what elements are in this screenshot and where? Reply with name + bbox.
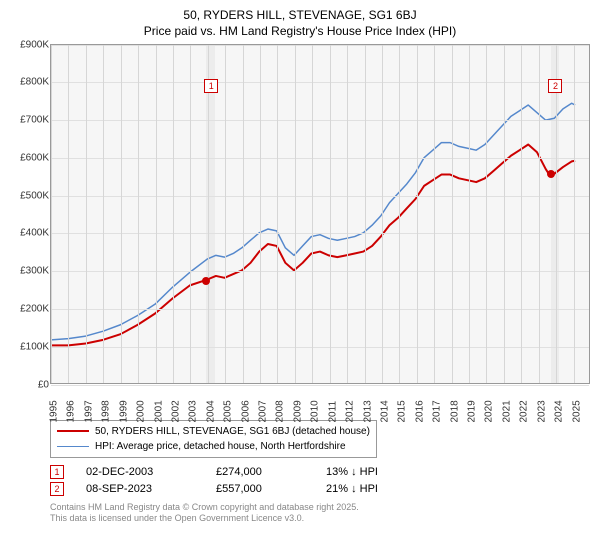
x-axis-label: 2011 bbox=[327, 401, 338, 423]
x-axis-label: 2017 bbox=[432, 400, 443, 422]
y-axis-label: £700K bbox=[11, 115, 49, 126]
x-axis-label: 2006 bbox=[240, 400, 251, 422]
legend-row-price-paid: 50, RYDERS HILL, STEVENAGE, SG1 6BJ (det… bbox=[57, 424, 370, 439]
x-axis-label: 2013 bbox=[362, 400, 373, 422]
x-axis-label: 2015 bbox=[397, 400, 408, 422]
y-axis-label: £400K bbox=[11, 228, 49, 239]
sales-table: 1 02-DEC-2003£274,00013% ↓ HPI 2 08-SEP-202… bbox=[50, 465, 590, 496]
x-axis-label: 2007 bbox=[258, 400, 269, 422]
footer-line-2: This data is licensed under the Open Gov… bbox=[50, 513, 590, 525]
y-axis-label: £500K bbox=[11, 190, 49, 201]
chart-area: £0 £100K £200K £300K £400K £500K £600K £700K £80… bbox=[10, 44, 590, 414]
sale-row-marker: 1 bbox=[50, 465, 64, 479]
sale-marker-2: 2 bbox=[548, 79, 562, 93]
sale-row: 2 08-SEP-2023£557,00021% ↓ HPI bbox=[50, 482, 590, 496]
x-axis-label: 1997 bbox=[83, 400, 94, 422]
x-axis-label: 1998 bbox=[101, 400, 112, 422]
x-axis-label: 2014 bbox=[379, 400, 390, 422]
y-axis-label: £600K bbox=[11, 152, 49, 163]
x-axis-label: 2020 bbox=[484, 400, 495, 422]
legend-label-price-paid: 50, RYDERS HILL, STEVENAGE, SG1 6BJ (det… bbox=[95, 424, 370, 439]
sale-row-date: 08-SEP-2023 bbox=[86, 483, 216, 495]
x-axis-label: 2008 bbox=[275, 400, 286, 422]
sale-dot-2 bbox=[547, 170, 555, 178]
chart-container: 50, RYDERS HILL, STEVENAGE, SG1 6BJ Pric… bbox=[0, 0, 600, 560]
y-axis-label: £300K bbox=[11, 266, 49, 277]
sale-dot-1 bbox=[202, 277, 210, 285]
x-axis-label: 2005 bbox=[223, 400, 234, 422]
x-axis-label: 2025 bbox=[571, 400, 582, 422]
y-axis-label: £900K bbox=[11, 39, 49, 50]
y-axis-label: £200K bbox=[11, 304, 49, 315]
x-axis-label: 2022 bbox=[519, 400, 530, 422]
y-axis-label: £800K bbox=[11, 77, 49, 88]
sale-row-price: £274,000 bbox=[216, 466, 326, 478]
chart-subtitle: Price paid vs. HM Land Registry's House … bbox=[10, 24, 590, 38]
x-axis-label: 2009 bbox=[292, 400, 303, 422]
x-axis-label: 2002 bbox=[170, 400, 181, 422]
legend-label-hpi: HPI: Average price, detached house, Nort… bbox=[95, 439, 346, 454]
legend-row-hpi: HPI: Average price, detached house, Nort… bbox=[57, 439, 370, 454]
x-axis-label: 1996 bbox=[66, 400, 77, 422]
sale-row-price: £557,000 bbox=[216, 483, 326, 495]
y-axis-label: £0 bbox=[11, 379, 49, 390]
footer-attribution: Contains HM Land Registry data © Crown c… bbox=[50, 502, 590, 525]
plot-area: £0£100K£200K£300K£400K£500K£600K£700K£80… bbox=[50, 44, 590, 384]
title-main-text: 50, RYDERS HILL, STEVENAGE, SG1 6BJ bbox=[183, 8, 416, 22]
x-axis-label: 2024 bbox=[554, 400, 565, 422]
chart-title: 50, RYDERS HILL, STEVENAGE, SG1 6BJ bbox=[10, 8, 590, 24]
x-axis-label: 2016 bbox=[414, 400, 425, 422]
sale-row-pct: 13% ↓ HPI bbox=[326, 466, 446, 478]
legend-box: 50, RYDERS HILL, STEVENAGE, SG1 6BJ (det… bbox=[50, 420, 377, 458]
x-axis-label: 2018 bbox=[449, 400, 460, 422]
footer-line-1: Contains HM Land Registry data © Crown c… bbox=[50, 502, 590, 514]
x-axis-label: 1999 bbox=[118, 400, 129, 422]
x-axis-label: 2010 bbox=[310, 400, 321, 422]
x-axis-label: 2019 bbox=[467, 400, 478, 422]
y-axis-label: £100K bbox=[11, 341, 49, 352]
x-axis-label: 2004 bbox=[205, 400, 216, 422]
legend-swatch-price-paid bbox=[57, 430, 89, 432]
x-axis-label: 2023 bbox=[536, 400, 547, 422]
sale-row: 1 02-DEC-2003£274,00013% ↓ HPI bbox=[50, 465, 590, 479]
sale-row-date: 02-DEC-2003 bbox=[86, 466, 216, 478]
x-axis-label: 1995 bbox=[49, 400, 60, 422]
chart-lines-svg bbox=[51, 45, 589, 383]
sale-row-pct: 21% ↓ HPI bbox=[326, 483, 446, 495]
x-axis-label: 2012 bbox=[345, 400, 356, 422]
x-axis-label: 2021 bbox=[501, 400, 512, 422]
x-axis-label: 2001 bbox=[153, 400, 164, 422]
x-axis-label: 2003 bbox=[188, 400, 199, 422]
sale-marker-1: 1 bbox=[204, 79, 218, 93]
x-axis-label: 2000 bbox=[136, 400, 147, 422]
legend-swatch-hpi bbox=[57, 446, 89, 447]
sale-row-marker: 2 bbox=[50, 482, 64, 496]
